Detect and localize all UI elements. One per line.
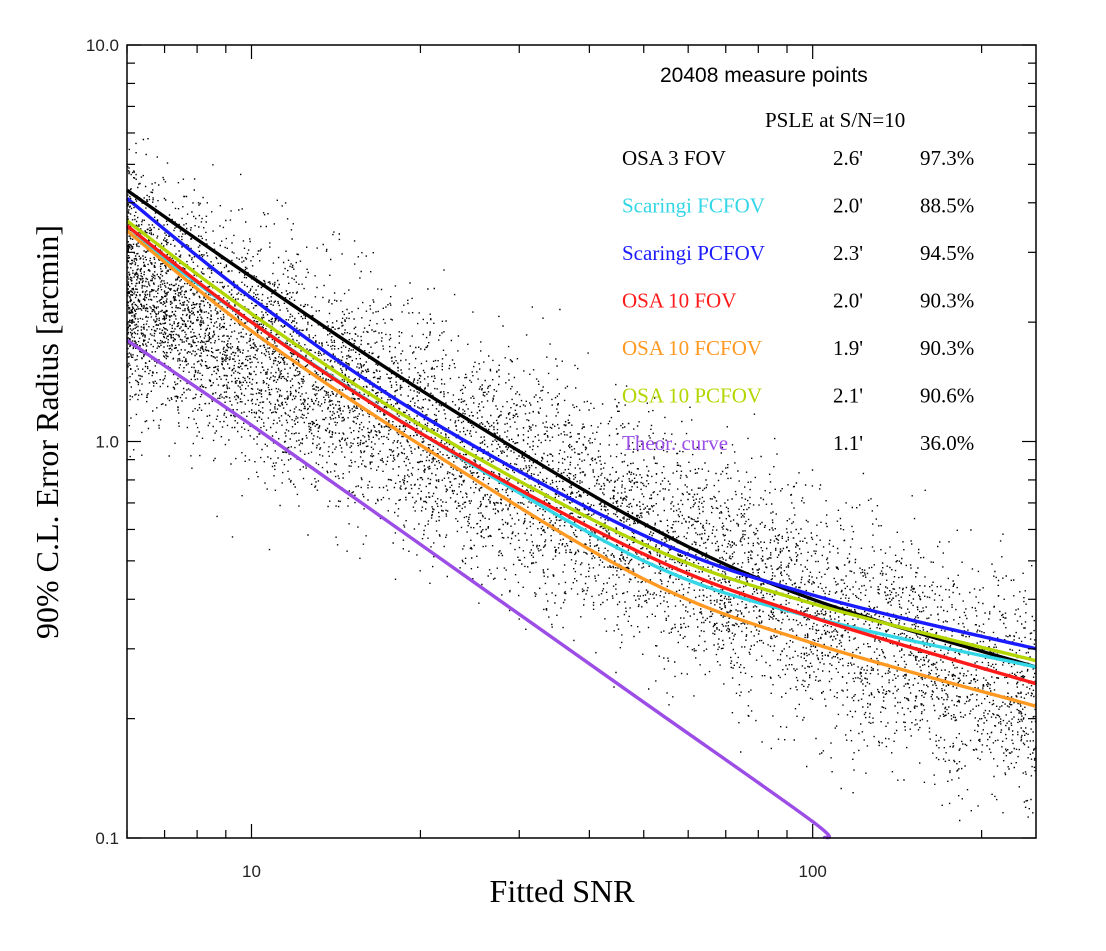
legend: 20408 measure points PSLE at S/N=10 OSA … (622, 64, 974, 455)
legend-name: OSA 10 FCFOV (622, 336, 762, 360)
legend-value: 2.0' (833, 194, 863, 218)
legend-value: 2.1' (833, 384, 863, 408)
legend-percent: 90.3% (920, 289, 974, 313)
legend-value: 2.6' (833, 146, 863, 170)
legend-name: Theor. curve (622, 431, 728, 455)
series-line-3 (125, 224, 1037, 686)
scatter-points (126, 138, 1037, 822)
x-tick-label: 100 (798, 862, 826, 881)
series-line-0 (126, 188, 1037, 669)
series-line-4 (125, 229, 1037, 708)
x-axis-label: Fitted SNR (490, 873, 636, 909)
series-line-5 (125, 219, 1037, 663)
y-tick-label: 10.0 (86, 36, 119, 55)
legend-name: OSA 10 FOV (622, 289, 736, 313)
ticks (126, 44, 1036, 839)
x-tick-label: 10 (242, 862, 261, 881)
tick-labels: 10 100 0.1 1.0 10.0 (86, 36, 827, 881)
legend-name: OSA 10 PCFOV (622, 384, 762, 408)
legend-percent: 97.3% (920, 146, 974, 170)
y-tick-label: 1.0 (95, 433, 119, 452)
legend-subtitle: PSLE at S/N=10 (765, 108, 905, 132)
legend-name: Scaringi PCFOV (622, 241, 765, 265)
scatter-point (126, 138, 1037, 822)
legend-rows: OSA 3 FOV 2.6' 97.3% Scaringi FCFOV 2.0' 88.5… (622, 146, 974, 455)
legend-percent: 90.3% (920, 336, 974, 360)
legend-percent: 90.6% (920, 384, 974, 408)
legend-percent: 88.5% (920, 194, 974, 218)
legend-title: 20408 measure points (660, 64, 868, 87)
curves (125, 188, 1037, 840)
legend-name: Scaringi FCFOV (622, 194, 765, 218)
legend-percent: 94.5% (920, 241, 974, 265)
legend-value: 1.9' (833, 336, 863, 360)
legend-percent: 36.0% (920, 431, 974, 455)
series-line-6 (126, 338, 831, 840)
series-line-2 (125, 197, 1037, 651)
y-axis-label: 90% C.L. Error Radius [arcmin] (29, 225, 65, 639)
legend-value: 1.1' (833, 431, 863, 455)
legend-value: 2.3' (833, 241, 863, 265)
legend-name: OSA 3 FOV (622, 146, 726, 170)
y-tick-label: 0.1 (95, 829, 119, 848)
legend-value: 2.0' (833, 289, 863, 313)
